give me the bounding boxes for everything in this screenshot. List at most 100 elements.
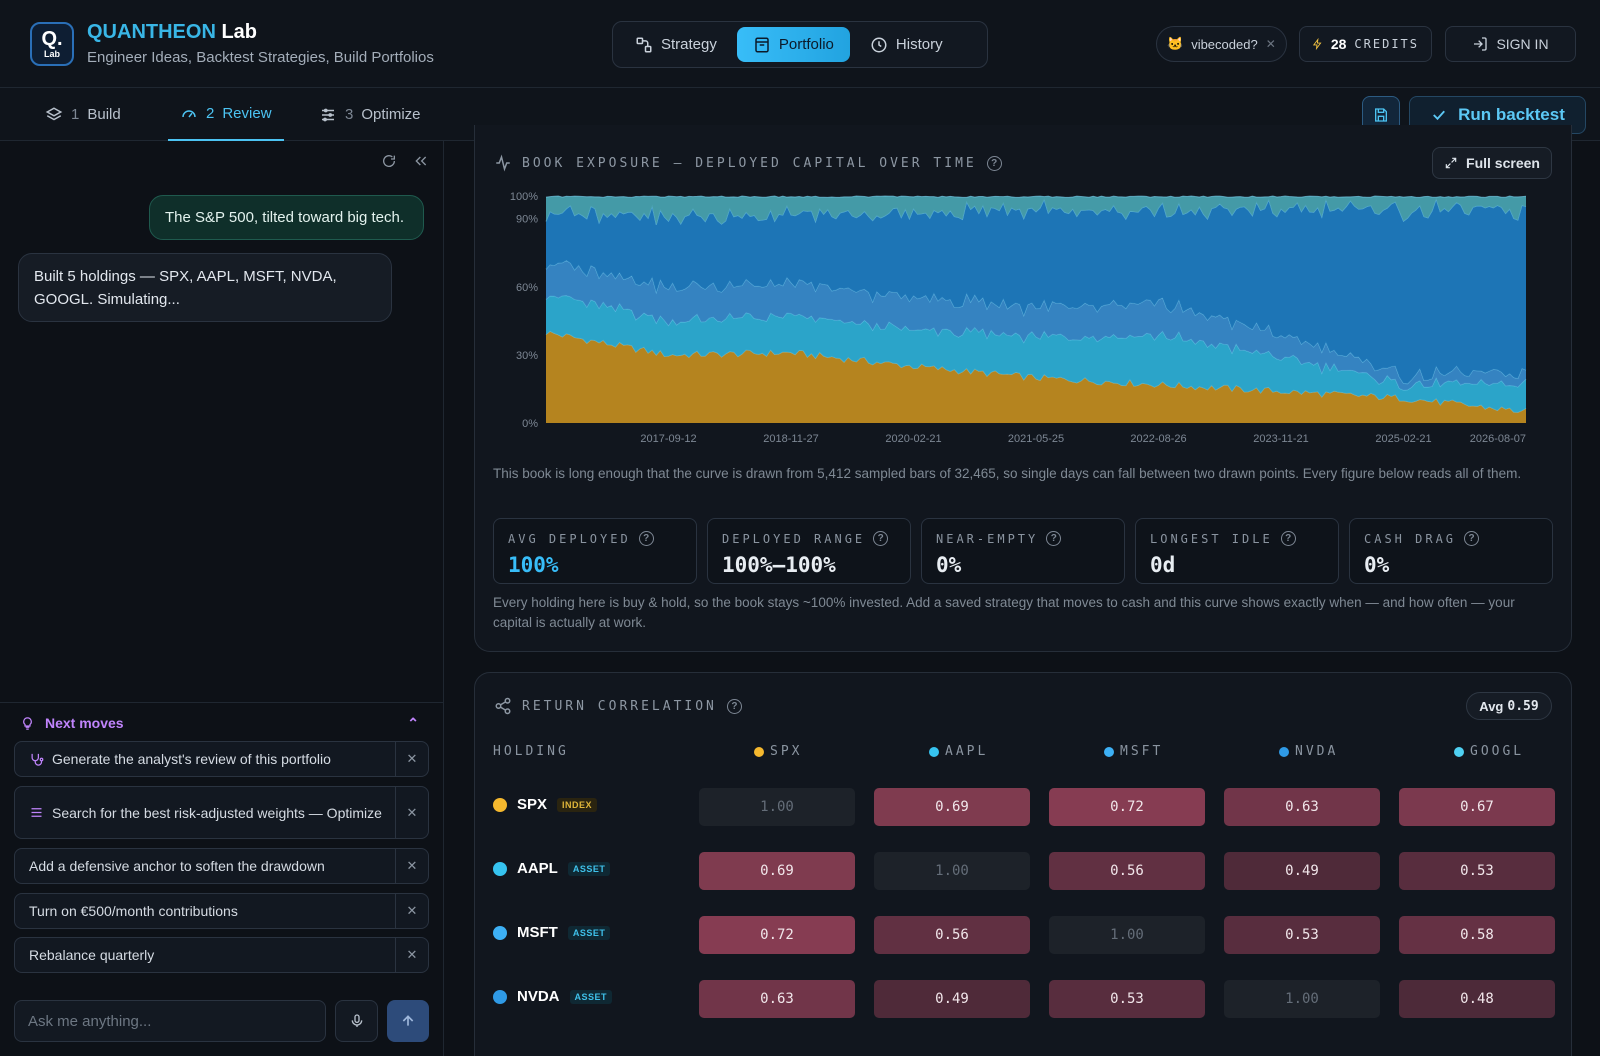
stat-near-empty: NEAR-EMPTY? 0% [921, 518, 1125, 584]
correlation-cell: 0.53 [1399, 852, 1555, 890]
close-icon[interactable]: ✕ [1265, 37, 1276, 51]
suggestion-text: Add a defensive anchor to soften the dra… [29, 858, 325, 874]
suggestion-item[interactable]: Add a defensive anchor to soften the dra… [14, 848, 429, 884]
activity-icon [496, 154, 510, 172]
logo-lab: Lab [43, 49, 60, 59]
step-review-label: Review [222, 105, 272, 122]
help-icon[interactable]: ? [1280, 531, 1296, 546]
collapse-icon[interactable] [413, 153, 429, 169]
series-area-spx [546, 331, 1526, 423]
row-label-nvda: NVDA ASSET [493, 988, 613, 1005]
dismiss-suggestion-button[interactable]: ✕ [395, 938, 428, 972]
correlation-cell: 1.00 [1224, 980, 1380, 1018]
holding-type-badge: ASSET [569, 989, 613, 1004]
dismiss-suggestion-button[interactable]: ✕ [395, 787, 428, 838]
avg-value: 0.59 [1507, 698, 1539, 714]
chat-input[interactable]: Ask me anything... [14, 1000, 326, 1042]
stat-deployed-range: DEPLOYED RANGE? 100%–100% [707, 518, 911, 584]
user-message: The S&P 500, tilted toward big tech. [149, 195, 424, 240]
help-icon[interactable]: ? [1464, 531, 1480, 546]
nav-history[interactable]: History [854, 27, 959, 62]
correlation-cell: 0.49 [874, 980, 1030, 1018]
suggestion-text: Rebalance quarterly [29, 947, 155, 963]
suggestion-item[interactable]: Generate the analyst's review of this po… [14, 741, 429, 777]
correlation-cell: 0.58 [1399, 916, 1555, 954]
nav-strategy[interactable]: Strategy [619, 27, 733, 62]
suggestion-item[interactable]: Rebalance quarterly ✕ [14, 937, 429, 973]
series-line-googl [545, 195, 1527, 198]
y-tick-label: 30% [516, 350, 538, 362]
stat-value: 100%–100% [722, 553, 836, 577]
holding-dot [493, 861, 507, 876]
correlation-cell: 0.69 [874, 788, 1030, 826]
stat-label: AVG DEPLOYED [508, 531, 631, 546]
dismiss-suggestion-button[interactable]: ✕ [395, 849, 428, 883]
app-title-part1: QUANTHEON [87, 21, 216, 43]
chevron-up-icon[interactable]: ⌃ [407, 714, 419, 731]
nav-history-label: History [895, 36, 943, 53]
layers-icon [45, 106, 63, 120]
step-review[interactable]: 2 Review [168, 88, 284, 141]
holding-name: AAPL [517, 860, 558, 877]
x-tick-label: 2023-11-21 [1253, 433, 1308, 445]
row-label-msft: MSFT ASSET [493, 924, 611, 941]
suggestion-text: Generate the analyst's review of this po… [52, 751, 331, 767]
stat-label: NEAR-EMPTY [936, 531, 1039, 546]
step-review-number: 2 [206, 105, 215, 122]
correlation-cell: 0.72 [699, 916, 855, 954]
sign-in-icon [1474, 37, 1488, 51]
logo-q: Q. [41, 28, 63, 50]
x-tick-label: 2018-11-27 [763, 433, 818, 445]
expand-icon [1445, 157, 1457, 169]
nav-portfolio[interactable]: Portfolio [736, 27, 850, 62]
series-dot [929, 746, 939, 757]
check-icon [1433, 110, 1446, 121]
column-header-msft: MSFT [1104, 744, 1163, 759]
correlation-cell: 0.56 [1049, 852, 1205, 890]
step-build[interactable]: 1 Build [45, 88, 121, 141]
exposure-note: This book is long enough that the curve … [493, 466, 1522, 481]
app-logo[interactable]: Q. Lab [30, 22, 74, 66]
credits-label: CREDITS [1354, 37, 1419, 51]
refresh-icon[interactable] [381, 153, 397, 169]
dismiss-suggestion-button[interactable]: ✕ [395, 742, 428, 776]
sliders-icon [31, 808, 42, 817]
help-icon[interactable]: ? [726, 698, 742, 714]
microphone-icon [351, 1014, 362, 1027]
suggestion-item[interactable]: Search for the best risk-adjusted weight… [14, 786, 429, 839]
x-tick-label: 2026-08-07 [1470, 433, 1526, 445]
help-icon[interactable]: ? [638, 531, 654, 546]
nav-strategy-label: Strategy [661, 36, 717, 53]
microphone-button[interactable] [335, 1000, 378, 1042]
help-icon[interactable]: ? [986, 155, 1002, 171]
next-moves-header[interactable]: Next moves ⌃ [0, 713, 443, 733]
correlation-cell: 0.49 [1224, 852, 1380, 890]
suggestion-item[interactable]: Turn on €500/month contributions ✕ [14, 893, 429, 929]
correlation-cell: 1.00 [874, 852, 1030, 890]
vibecoded-chip[interactable]: 🐱 vibecoded? ✕ [1156, 26, 1287, 62]
cat-icon: 🐱 [1167, 36, 1184, 51]
correlation-cell: 0.53 [1049, 980, 1205, 1018]
holding-dot [493, 797, 507, 812]
app-title-part2: Lab [221, 21, 258, 43]
stat-longest-idle: LONGEST IDLE? 0d [1135, 518, 1339, 584]
stat-avg-deployed: AVG DEPLOYED? 100% [493, 518, 697, 584]
credits-badge[interactable]: 28 CREDITS [1299, 26, 1432, 62]
stat-value: 0% [1364, 553, 1390, 577]
holding-name: NVDA [517, 988, 560, 1005]
sign-in-button[interactable]: SIGN IN [1445, 26, 1576, 62]
nav-portfolio-label: Portfolio [778, 36, 834, 53]
dismiss-suggestion-button[interactable]: ✕ [395, 894, 428, 928]
correlation-cell: 0.67 [1399, 788, 1555, 826]
correlation-cell: 0.48 [1399, 980, 1555, 1018]
full-screen-button[interactable]: Full screen [1432, 147, 1552, 179]
lightbulb-icon [23, 716, 32, 730]
holding-dot [493, 925, 507, 940]
help-icon[interactable]: ? [873, 531, 889, 546]
stat-value: 100% [508, 553, 559, 577]
help-icon[interactable]: ? [1046, 531, 1062, 546]
correlation-cell: 0.69 [699, 852, 855, 890]
send-button[interactable] [387, 1000, 429, 1042]
step-optimize[interactable]: 3 Optimize [319, 88, 421, 141]
exposure-title: BOOK EXPOSURE — DEPLOYED CAPITAL OVER TI… [494, 154, 1002, 172]
